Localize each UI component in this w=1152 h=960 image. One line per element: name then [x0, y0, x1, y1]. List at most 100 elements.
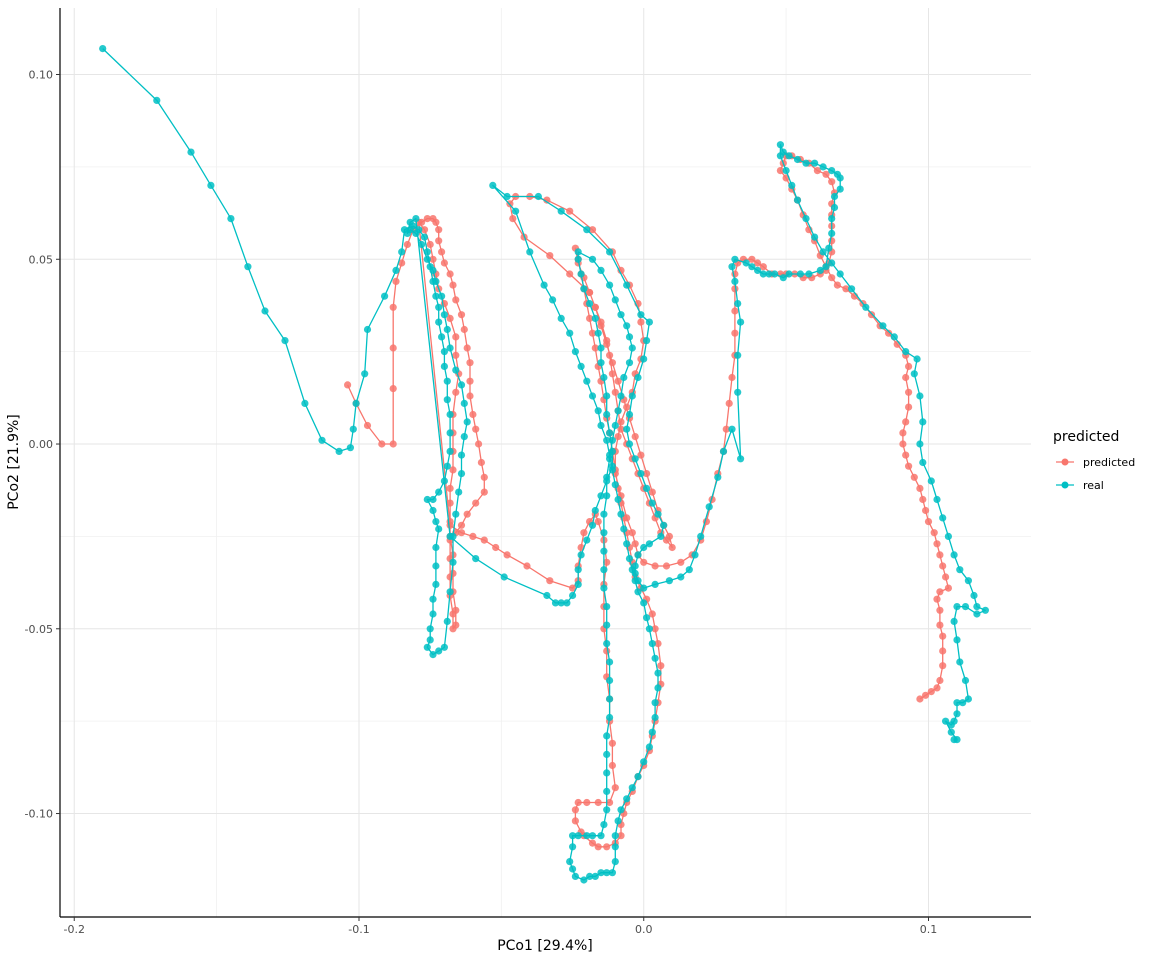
data-point-predicted — [435, 226, 443, 234]
data-point-real — [443, 396, 451, 404]
data-point-predicted — [546, 577, 554, 585]
data-point-predicted — [449, 281, 457, 289]
data-point-real — [611, 481, 619, 489]
data-point-predicted — [583, 798, 591, 807]
data-point-real — [640, 543, 648, 552]
data-point-real — [600, 529, 608, 537]
data-point-real — [574, 566, 582, 574]
data-point-real — [825, 244, 833, 252]
data-point-real — [588, 255, 597, 263]
data-point-real — [503, 192, 511, 201]
data-point-real — [446, 532, 454, 541]
data-point-real — [583, 226, 591, 234]
data-point-real — [187, 148, 195, 156]
data-point-real — [734, 300, 742, 308]
data-point-real — [244, 263, 252, 271]
data-point-predicted — [668, 543, 676, 552]
data-point-real — [719, 447, 728, 455]
data-point-real — [608, 436, 617, 444]
data-point-predicted — [463, 510, 471, 518]
data-point-real — [782, 167, 790, 175]
data-point-real — [429, 651, 437, 659]
data-point-real — [603, 410, 611, 419]
data-point-real — [927, 477, 935, 485]
data-point-real — [574, 832, 582, 840]
x-tick-label: 0.0 — [635, 923, 653, 936]
data-point-real — [603, 787, 611, 796]
data-point-predicted — [916, 484, 924, 492]
data-point-predicted — [648, 610, 656, 618]
data-point-predicted — [469, 532, 477, 541]
data-point-predicted — [438, 248, 446, 256]
data-point-real — [819, 248, 827, 256]
data-point-real — [640, 584, 648, 592]
data-point-predicted — [728, 373, 736, 382]
data-point-predicted — [933, 684, 941, 692]
data-point-real — [597, 832, 605, 840]
data-point-real — [580, 876, 588, 884]
data-point-real — [950, 551, 958, 559]
data-point-real — [586, 872, 594, 881]
data-point-real — [432, 292, 440, 300]
data-point-predicted — [922, 691, 930, 699]
data-point-predicted — [944, 584, 953, 592]
data-point-predicted — [566, 207, 574, 215]
data-point-predicted — [566, 270, 574, 278]
series-real — [99, 45, 990, 884]
data-point-real — [574, 580, 582, 589]
data-point-real — [623, 281, 631, 289]
data-point-real — [438, 292, 446, 300]
data-point-predicted — [942, 573, 950, 581]
data-point-real — [429, 266, 437, 274]
data-point-predicted — [936, 676, 944, 685]
data-point-predicted — [628, 529, 636, 537]
data-point-predicted — [905, 403, 913, 411]
data-point-predicted — [392, 277, 400, 285]
data-point-real — [628, 392, 636, 400]
data-point-real — [634, 588, 642, 596]
data-point-real — [443, 462, 451, 470]
data-point-real — [634, 373, 642, 382]
data-point-predicted — [389, 385, 397, 393]
data-point-real — [363, 325, 372, 334]
data-point-predicted — [631, 433, 639, 441]
data-point-real — [566, 329, 574, 337]
x-tick-label: 0.1 — [920, 923, 938, 936]
data-point-real — [500, 573, 508, 581]
data-point-real — [785, 152, 793, 160]
data-point-real — [637, 470, 645, 478]
data-point-real — [606, 695, 614, 703]
data-point-real — [603, 473, 611, 481]
data-point-predicted — [432, 218, 440, 226]
data-point-real — [645, 625, 654, 633]
y-axis-title: PCo2 [21.9%] — [6, 414, 22, 510]
y-tick-label: 0.05 — [29, 253, 54, 266]
data-point-real — [574, 255, 582, 263]
data-point-predicted — [580, 529, 588, 537]
data-point-predicted — [608, 761, 617, 770]
data-point-real — [640, 355, 648, 363]
data-point-real — [335, 447, 343, 455]
data-point-predicted — [466, 377, 474, 385]
data-point-real — [381, 292, 389, 300]
data-point-real — [574, 248, 582, 256]
data-point-real — [446, 410, 454, 419]
data-point-predicted — [452, 351, 460, 359]
data-point-real — [919, 458, 927, 467]
data-point-predicted — [466, 392, 474, 400]
data-point-predicted — [842, 285, 850, 293]
data-point-predicted — [457, 529, 466, 537]
data-point-predicted — [509, 215, 517, 223]
data-point-real — [511, 207, 520, 215]
data-point-real — [557, 314, 565, 322]
data-point-predicted — [902, 451, 910, 459]
data-point-predicted — [828, 178, 836, 186]
data-point-real — [625, 359, 634, 367]
data-point-predicted — [748, 255, 756, 263]
data-point-real — [862, 303, 870, 311]
data-point-real — [953, 699, 961, 707]
data-point-real — [608, 869, 617, 877]
data-point-predicted — [939, 662, 947, 670]
data-point-real — [691, 551, 699, 559]
data-point-predicted — [477, 458, 485, 467]
